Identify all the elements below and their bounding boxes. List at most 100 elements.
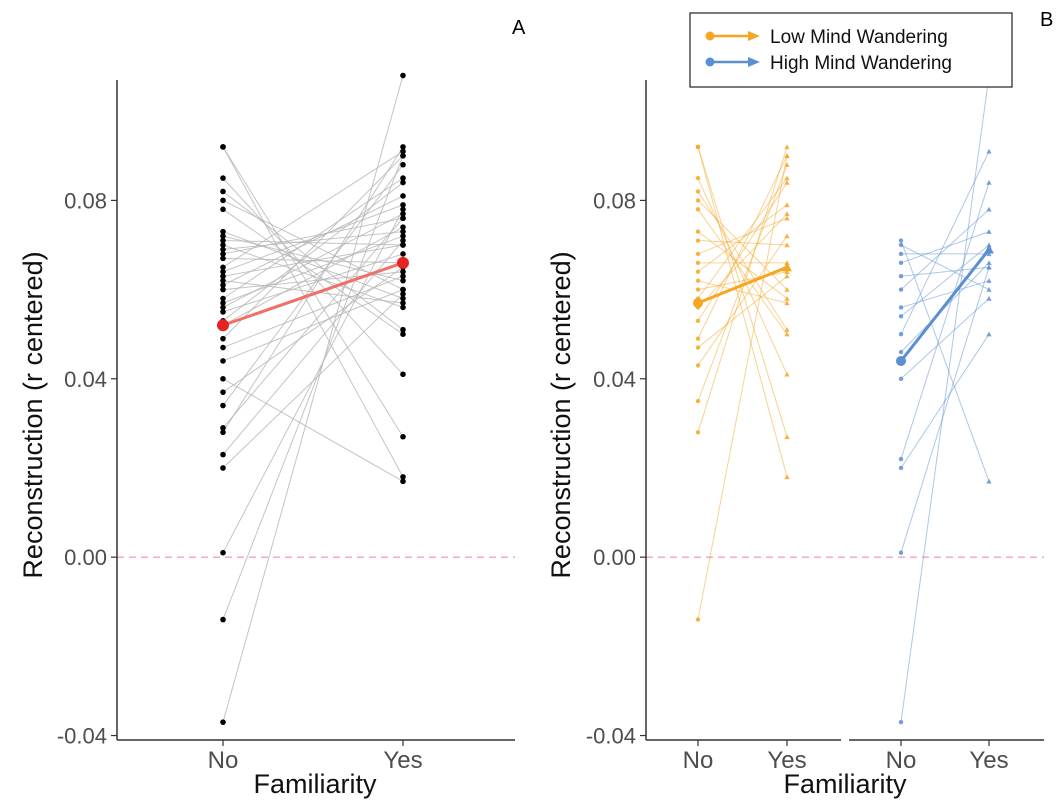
panel-a-x-ticks: No Yes <box>208 740 423 774</box>
panel-b-high-point-yes <box>986 278 992 283</box>
panel-b-low-point-no <box>695 398 701 404</box>
panel-a-point-yes <box>400 72 406 79</box>
panel-a-point-yes <box>400 326 406 333</box>
panel-a-subject-line <box>222 155 404 620</box>
panel-b-high-point-yes <box>986 179 992 185</box>
panel-a-point-no <box>220 175 226 181</box>
panel-b-low-point-no <box>695 175 701 181</box>
panel-b-high-point-yes <box>986 264 992 270</box>
legend-entry-high: High Mind Wandering <box>705 53 952 74</box>
panel-a-point-no <box>220 295 226 302</box>
panel-a-y-tick-label: 0.04 <box>64 367 107 392</box>
panel-b-y-tick-label: 0.00 <box>593 545 636 570</box>
panel-b-low-point-no <box>695 363 701 368</box>
panel-a-point-yes <box>400 206 406 213</box>
panel-a-point-no <box>220 144 226 150</box>
panel-a-point-no <box>220 358 226 364</box>
panel-a-point-yes <box>400 331 406 337</box>
panel-a-point-no <box>220 549 226 556</box>
panel-a-point-no <box>220 304 226 311</box>
panel-b-x-axis-title: Familiarity <box>783 769 907 799</box>
panel-a-point-no <box>220 251 226 257</box>
panel-a-point-no <box>220 429 226 436</box>
panel-a-point-yes <box>400 228 406 235</box>
panel-b-x-tick-label: Yes <box>969 747 1008 774</box>
panel-b-high-point-yes <box>986 331 992 337</box>
panel-a-y-tick-label: 0.08 <box>64 188 107 213</box>
panel-b-low-subject-line <box>697 280 788 304</box>
panel-a-mean-line <box>222 261 404 327</box>
panel-a-subject-line <box>222 289 404 362</box>
panel-b-low-point-yes <box>784 269 790 274</box>
panel-b-low-point-yes <box>784 179 790 185</box>
panel-b-subject-lines <box>697 75 990 723</box>
panel-b-low-subject-line <box>697 231 788 299</box>
panel-b-low-point-no <box>695 207 701 212</box>
panel-a-subject-line <box>222 217 404 429</box>
panel-b-high-point-no <box>898 331 904 337</box>
panel-a-point-no <box>220 268 226 275</box>
panel-b-tag: B <box>1040 9 1053 31</box>
panel-b-high-point-yes <box>986 478 992 484</box>
panel-a-point-no <box>220 402 226 409</box>
panel-b-low-subject-line <box>697 146 788 433</box>
panel-b: -0.04 0.00 0.04 0.08 No Yes No Yes Familiarity… <box>546 9 1053 799</box>
panel-a-point-yes <box>400 148 406 155</box>
legend-low-marker <box>705 31 715 41</box>
panel-a-point-no <box>220 206 226 213</box>
panel-a-point-no <box>220 277 226 284</box>
panel-a-point-yes <box>400 237 406 244</box>
panel-b-low-point-no <box>695 189 701 194</box>
panel-a-subject-line <box>222 195 404 286</box>
panel-b-y-axis-title: Reconstruction (r centered) <box>546 251 576 578</box>
panel-b-low-mean-point-yes <box>782 262 792 272</box>
panel-b-low-mean-line <box>697 265 788 305</box>
panel-a-point-yes <box>400 242 406 248</box>
panel-b-low-point-yes <box>784 286 790 292</box>
panel-a-subject-line <box>222 177 404 299</box>
panel-b-high-point-no <box>898 719 904 725</box>
panel-b-means <box>693 244 994 366</box>
panel-b-y-tick-label: 0.08 <box>593 188 636 213</box>
legend-high-label: High Mind Wandering <box>770 53 952 74</box>
panel-b-low-subject-line <box>697 213 788 308</box>
panel-a-point-yes <box>400 224 406 230</box>
panel-a-point-no <box>220 255 226 262</box>
panel-a-point-no <box>220 616 226 623</box>
panel-a-point-no <box>220 264 226 271</box>
panel-b-low-point-no <box>695 336 701 341</box>
panel-a-point-no <box>220 300 226 306</box>
panel-b-high-point-no <box>898 260 904 266</box>
panel-b-y-ticks: -0.04 0.00 0.04 0.08 <box>586 188 646 749</box>
panel-a-subject-line <box>222 226 404 326</box>
panel-b-low-point-no <box>695 198 701 203</box>
panel-a-point-no <box>220 273 226 280</box>
panel-a: -0.04 0.00 0.04 0.08 No Yes Familiarity Reco… <box>18 17 526 799</box>
panel-b-low-subject-line <box>697 275 788 348</box>
panel-b-high-mean-line <box>899 248 991 362</box>
panel-a-point-yes <box>400 215 406 222</box>
panel-a-point-yes <box>400 371 406 378</box>
panel-a-point-yes <box>400 202 406 208</box>
panel-b-low-subject-line <box>697 164 788 402</box>
panel-a-point-no <box>220 451 226 458</box>
panel-a-point-no <box>220 282 226 288</box>
panel-b-x-tick-label: No <box>683 747 714 774</box>
panel-b-low-point-yes <box>784 215 790 221</box>
panel-b-high-point-no <box>898 456 904 462</box>
panel-b-low-point-yes <box>784 162 790 167</box>
legend-high-arrowhead <box>748 57 760 67</box>
panel-b-high-point-no <box>898 287 904 292</box>
panel-b-low-point-no <box>695 269 701 274</box>
legend-high-marker <box>705 57 715 67</box>
panel-b-high-point-no <box>898 465 904 471</box>
panel-b-high-point-no <box>898 305 904 310</box>
panel-a-point-yes <box>400 478 406 485</box>
panel-a-x-tick-label: Yes <box>383 747 422 774</box>
panel-b-high-point-yes <box>986 251 992 257</box>
panel-b-low-point-yes <box>784 331 790 337</box>
panel-b-high-subject-line <box>900 244 990 291</box>
panel-a-point-no <box>220 389 226 395</box>
panel-a-point-yes <box>400 233 406 239</box>
panel-b-high-subject-line <box>900 298 990 380</box>
